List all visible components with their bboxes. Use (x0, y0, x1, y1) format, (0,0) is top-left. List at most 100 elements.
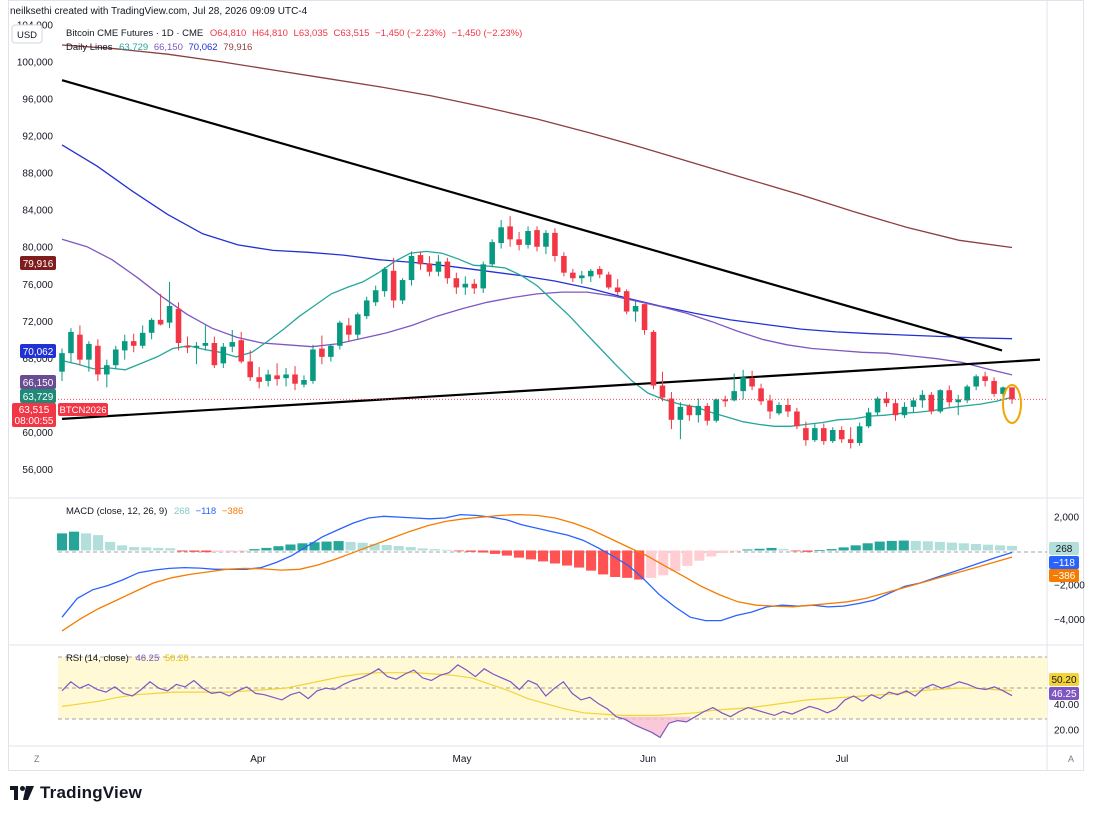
corner-right-label[interactable]: A (1068, 754, 1074, 764)
candle-body (193, 345, 200, 348)
candle-body (462, 283, 469, 288)
macd-histogram-bar (165, 548, 176, 551)
macd-histogram-bar (285, 544, 296, 551)
time-tick-label: Jul (836, 754, 849, 765)
candle-body (937, 390, 944, 412)
candle-body (704, 405, 711, 421)
macd-histogram-bar (970, 543, 981, 551)
ma50-line (61, 238, 1013, 376)
ma20-line (61, 250, 1013, 427)
candle-body (605, 274, 612, 288)
candle-body (812, 428, 818, 441)
macd-histogram-bar (56, 533, 68, 551)
ma200-line (61, 44, 1013, 249)
macd-histogram-bar (201, 550, 212, 553)
time-tick-label: Apr (250, 754, 266, 765)
countdown-label: 08:00:55 (15, 416, 54, 427)
candle-body (354, 314, 361, 335)
ma200-tag-label: 79,916 (23, 259, 54, 270)
macd-histogram-bar (874, 541, 885, 551)
macd-histogram-bar (994, 545, 1006, 551)
macd-histogram-bar (802, 550, 813, 552)
candle-body (901, 406, 908, 416)
candle-body (498, 227, 504, 244)
macd-histogram-bar (982, 544, 993, 551)
macd-histogram-bar (634, 550, 645, 580)
candle-body (695, 405, 702, 416)
candle-body (220, 346, 227, 364)
trendline-descending (61, 79, 1003, 352)
highlight-ellipse[interactable] (1002, 384, 1022, 424)
candle-body (767, 400, 773, 412)
rsi-tick-label: 40.00 (1054, 700, 1079, 711)
candle-body (77, 334, 83, 360)
candle-body (570, 272, 576, 279)
candle-body (919, 394, 926, 401)
chart-canvas[interactable]: 56,00060,00064,00068,00072,00076,00080,0… (0, 0, 1100, 771)
candle-body (668, 398, 675, 420)
macd-tick-label: −4,000 (1054, 615, 1085, 626)
candle-body (821, 428, 827, 442)
candle-body (561, 256, 567, 273)
candle-body (659, 385, 666, 398)
rsi-value-tag-label: 46.25 (1051, 689, 1076, 700)
candle-body (381, 268, 388, 292)
macd-histogram-bar (958, 543, 969, 551)
macd-tick-label: 2,000 (1054, 512, 1079, 523)
candle-body (740, 377, 746, 392)
candle-body (632, 305, 639, 312)
last-price-label: 63,515 (19, 405, 50, 416)
rsi-line (61, 664, 1013, 739)
macd-histogram-bar (237, 550, 248, 552)
tradingview-brand: TradingView (40, 783, 143, 802)
macd-legend-macd: −118 (196, 506, 217, 517)
candle-body (892, 403, 899, 416)
candle-body (543, 232, 549, 247)
macd-histogram-bar (537, 550, 549, 562)
macd-histogram-bar (129, 547, 140, 551)
corner-left-label[interactable]: Z (34, 754, 40, 764)
macd-histogram-bar (429, 549, 440, 551)
macd-signal-tag-label: −386 (1053, 571, 1076, 582)
candle-body (471, 283, 478, 289)
macd-histogram-bar (886, 540, 897, 551)
candle-body (525, 231, 531, 245)
candle-body (319, 348, 325, 357)
trendlines[interactable] (61, 79, 1041, 420)
candle-body (480, 264, 487, 289)
candle-body (148, 319, 155, 333)
macd-histogram-bar (81, 533, 92, 551)
candle-body (1000, 387, 1006, 394)
candle-body (596, 268, 603, 275)
rsi-signal-tag-label: 50.20 (1051, 675, 1076, 686)
ticker-tag (58, 403, 108, 416)
macd-line (61, 513, 1013, 622)
macd-histogram-bar (345, 541, 356, 551)
candle-body (166, 305, 173, 323)
candle-body (417, 255, 424, 265)
currency-button[interactable] (11, 24, 43, 44)
candle-body (982, 376, 988, 381)
candle-body (614, 287, 621, 293)
macd-histogram-bar (682, 550, 693, 566)
macd-signal-tag (1049, 569, 1079, 582)
macd-signal-line (61, 513, 1013, 632)
candle-body (883, 398, 890, 404)
candle-body (372, 290, 379, 303)
macd-histogram-bar (68, 531, 80, 551)
candle-body (426, 263, 433, 272)
macd-histogram-bar (117, 545, 128, 551)
macd-histogram-bar (549, 550, 561, 564)
macd-legend-hist: 268 (174, 506, 190, 517)
macd-legend-signal: −386 (222, 506, 243, 517)
rsi-legend-value: 46.25 (135, 653, 159, 664)
price-tick-label: 100,000 (17, 58, 54, 69)
macd-histogram-bar (730, 550, 741, 552)
tradingview-logo[interactable]: TradingView (10, 783, 142, 803)
price-tick-label: 56,000 (22, 465, 53, 476)
macd-histogram-bar (525, 550, 537, 560)
rsi-legend-label: RSI (14, close) (66, 653, 129, 664)
ma200-tag (20, 256, 56, 270)
ma100-tag-label: 70,062 (23, 347, 54, 358)
candle-body (865, 412, 872, 427)
